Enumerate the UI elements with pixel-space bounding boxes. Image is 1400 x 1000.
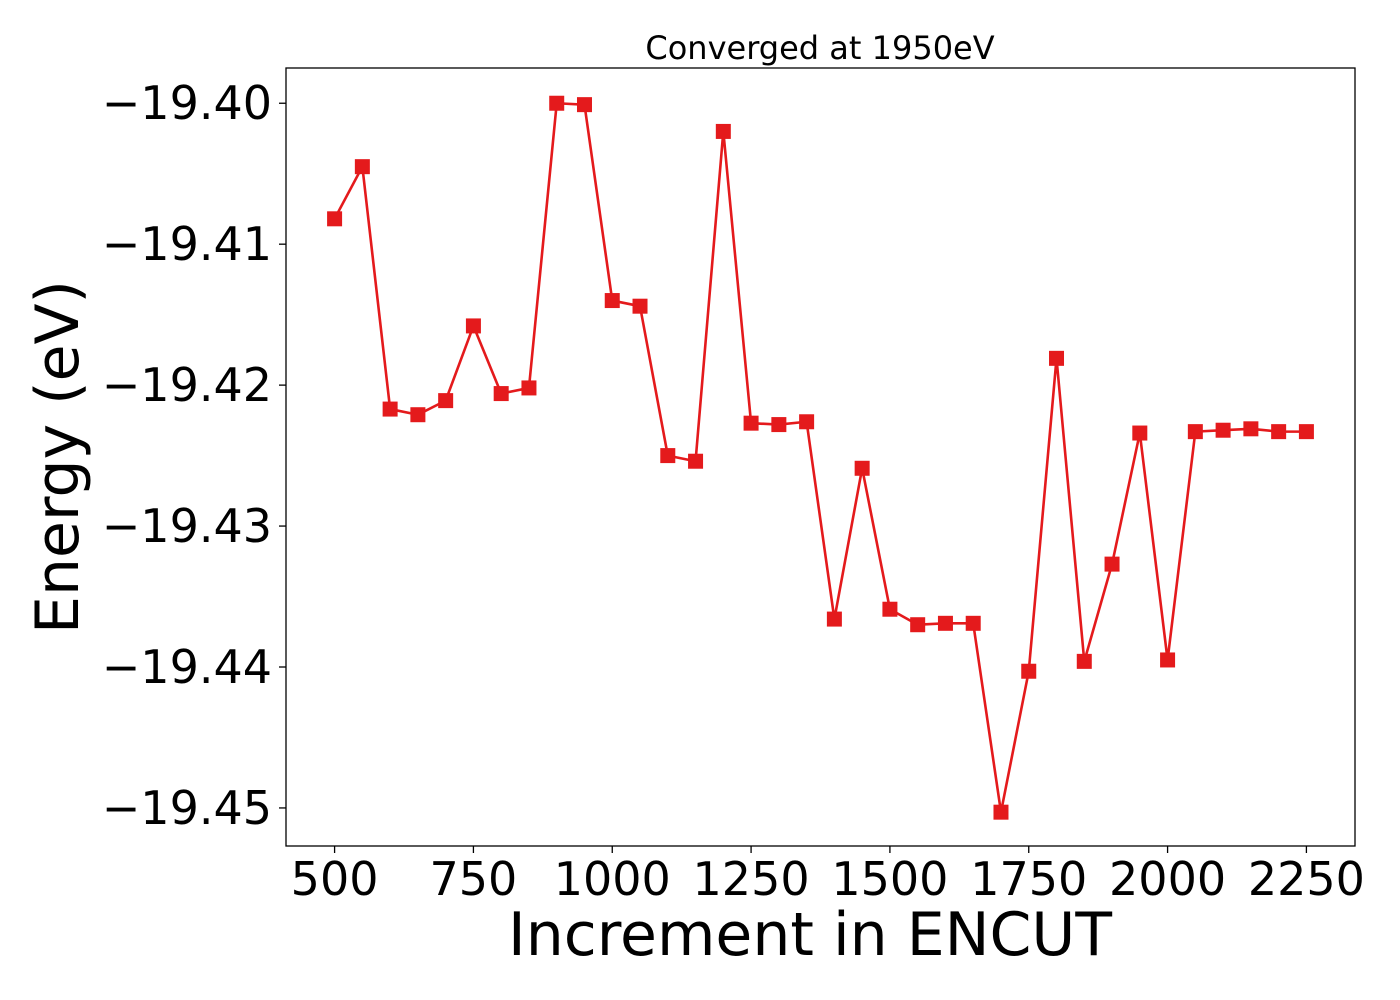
y-tick-label: −19.42 xyxy=(102,358,272,412)
y-tick-label: −19.45 xyxy=(102,781,272,835)
data-point-marker xyxy=(410,407,426,423)
data-point-marker xyxy=(1271,424,1287,440)
x-axis-label: Increment in ENCUT xyxy=(508,900,1112,970)
data-point-marker xyxy=(1243,421,1259,437)
data-point-marker xyxy=(1104,556,1120,572)
data-point-marker xyxy=(882,601,898,617)
y-tick-label: −19.41 xyxy=(102,217,272,271)
x-tick-label: 2250 xyxy=(1248,852,1365,906)
data-point-marker xyxy=(743,415,759,431)
data-point-marker xyxy=(854,460,870,476)
data-point-marker xyxy=(1215,422,1231,438)
data-point-marker xyxy=(354,159,370,175)
data-point-marker xyxy=(937,615,953,631)
y-tick-label: −19.40 xyxy=(102,76,272,130)
data-point-marker xyxy=(576,97,592,113)
x-tick-label: 1500 xyxy=(831,852,948,906)
data-point-marker xyxy=(771,417,787,433)
plot-area xyxy=(327,95,1314,820)
x-tick-label: 750 xyxy=(430,852,518,906)
x-axis-ticks: 500 750 1000 1250 1500 1750 2000 2250 xyxy=(291,846,1365,906)
data-point-marker xyxy=(382,401,398,417)
data-point-marker xyxy=(604,293,620,309)
data-point-marker xyxy=(327,211,343,227)
data-point-marker xyxy=(1160,652,1176,668)
data-point-marker xyxy=(1298,424,1314,440)
data-point-marker xyxy=(1049,350,1065,366)
data-point-marker xyxy=(549,95,565,111)
plot-frame xyxy=(285,67,1356,847)
data-point-marker xyxy=(993,804,1009,820)
data-point-marker xyxy=(688,453,704,469)
data-point-marker xyxy=(632,298,648,314)
data-point-marker xyxy=(493,386,509,402)
x-tick-label: 1250 xyxy=(693,852,810,906)
y-axis-ticks: −19.40 −19.41 −19.42 −19.43 −19.44 −19.45 xyxy=(102,76,286,835)
data-point-marker xyxy=(715,123,731,139)
data-point-marker xyxy=(438,393,454,409)
data-point-marker xyxy=(1076,653,1092,669)
x-tick-label: 1750 xyxy=(970,852,1087,906)
data-point-marker xyxy=(799,414,815,430)
data-point-marker xyxy=(1132,425,1148,441)
data-point-marker xyxy=(465,318,481,334)
chart-title: Converged at 1950eV xyxy=(645,29,994,67)
x-tick-label: 1000 xyxy=(554,852,671,906)
series-line xyxy=(333,101,1307,814)
data-point-marker xyxy=(660,448,676,464)
y-tick-label: −19.43 xyxy=(102,499,272,553)
data-point-marker xyxy=(826,611,842,627)
data-point-marker xyxy=(965,615,981,631)
data-point-marker xyxy=(1021,663,1037,679)
x-tick-label: 2000 xyxy=(1109,852,1226,906)
y-tick-label: −19.44 xyxy=(102,640,272,694)
data-point-marker xyxy=(521,380,537,396)
y-axis-label: Energy (eV) xyxy=(23,280,93,634)
data-point-marker xyxy=(910,617,926,633)
data-point-marker xyxy=(1187,424,1203,440)
x-tick-label: 500 xyxy=(291,852,379,906)
